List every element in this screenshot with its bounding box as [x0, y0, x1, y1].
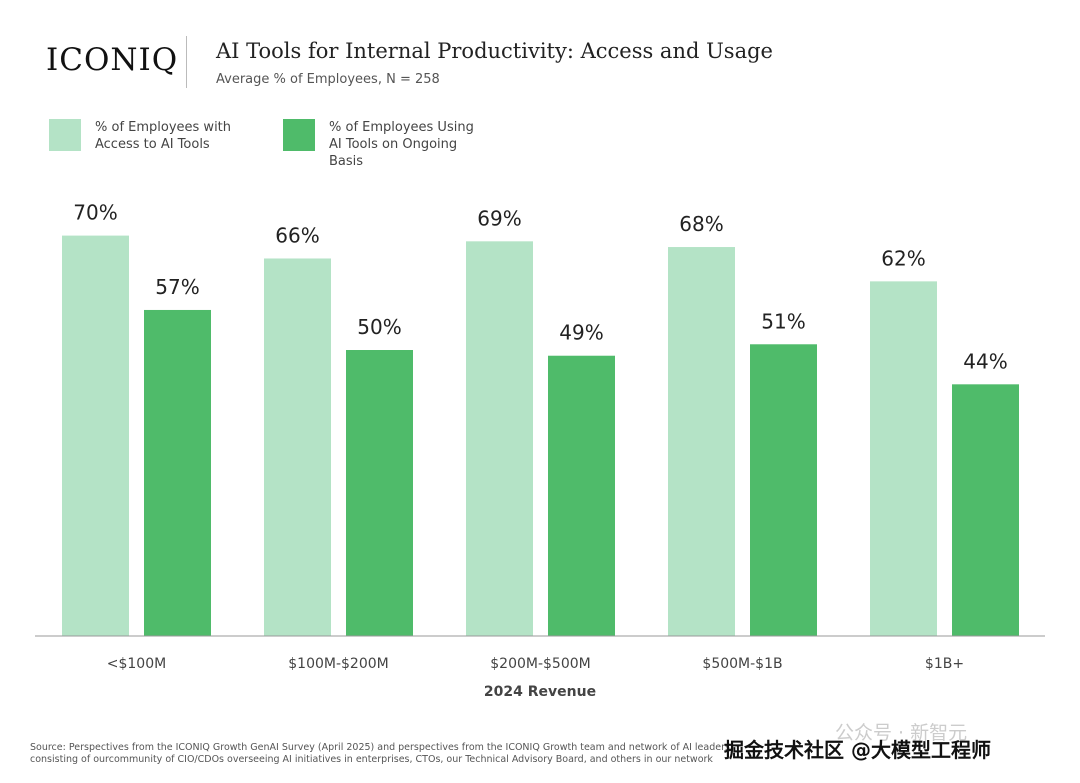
x-tick-label: <$100M	[107, 656, 166, 672]
data-label: 50%	[357, 315, 401, 339]
legend-label: % of Employees Using AI Tools on Ongoing…	[329, 120, 474, 169]
data-label: 68%	[679, 212, 723, 236]
divider	[186, 36, 187, 88]
logo: ICONIQ	[46, 42, 179, 78]
data-label: 62%	[881, 246, 925, 270]
data-label: 51%	[761, 309, 805, 333]
watermark: 掘金技术社区 @大模型工程师	[724, 738, 991, 762]
bar	[144, 309, 211, 636]
chart-title: AI Tools for Internal Productivity: Acce…	[216, 39, 773, 63]
bar	[346, 350, 413, 636]
data-label: 70%	[73, 201, 117, 225]
bar	[952, 384, 1019, 636]
x-tick-label: $200M-$500M	[490, 656, 590, 672]
data-label: 49%	[559, 321, 603, 345]
legend-swatch	[283, 119, 315, 151]
legend-label: % of Employees with Access to AI Tools	[95, 120, 232, 152]
bar	[750, 344, 817, 636]
data-label: 44%	[963, 349, 1007, 373]
source-note: Source: Perspectives from the ICONIQ Gro…	[30, 742, 730, 765]
bar	[548, 355, 615, 636]
bar	[668, 247, 735, 637]
watermark-faint: 公众号 · 新智元	[835, 722, 968, 744]
chart-subtitle: Average % of Employees, N = 258	[216, 72, 440, 87]
bar	[466, 241, 533, 636]
data-label: 66%	[275, 223, 319, 247]
legend-swatch	[49, 119, 81, 151]
x-tick-label: $100M-$200M	[288, 656, 388, 672]
x-tick-label: $1B+	[925, 656, 964, 672]
data-label: 57%	[155, 275, 199, 299]
x-tick-label: $500M-$1B	[702, 656, 782, 672]
bar	[870, 281, 937, 636]
data-label: 69%	[477, 206, 521, 230]
x-axis-label: 2024 Revenue	[483, 684, 597, 700]
bar	[264, 258, 331, 636]
bar	[62, 235, 129, 636]
